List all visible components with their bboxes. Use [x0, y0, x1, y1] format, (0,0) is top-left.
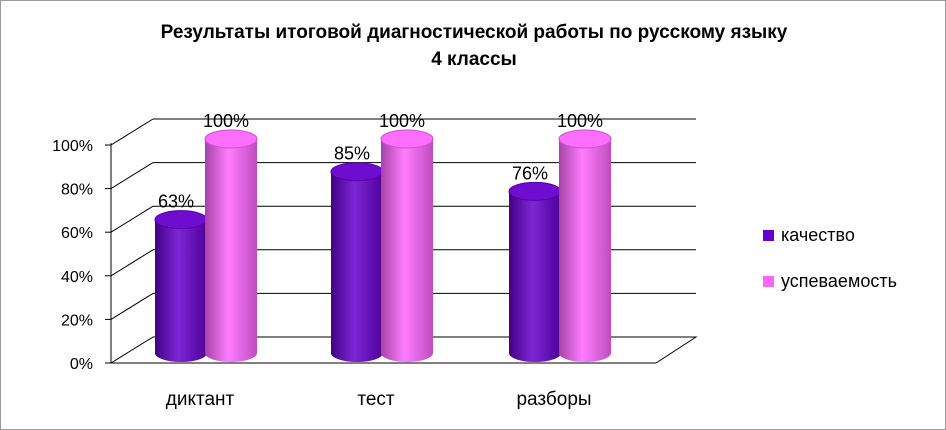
legend-label-quality: качество: [781, 224, 855, 245]
bar-top-progress-1: [380, 129, 434, 149]
legend-item-quality: качество: [763, 223, 897, 247]
chart-title-line-1: Результаты итоговой диагностической рабо…: [160, 22, 788, 43]
data-label-quality-2: 76%: [512, 163, 548, 183]
legend-item-progress: успеваемость: [763, 269, 897, 293]
legend-swatch-quality: [763, 229, 774, 241]
y-tick-label-1: 20%: [61, 312, 93, 329]
bar-progress-2: [559, 139, 611, 362]
grid-diagonal-5: [110, 118, 154, 146]
data-label-progress-1: 100%: [379, 111, 425, 131]
data-label-quality-0: 63%: [158, 192, 194, 212]
chart-title: Результаты итоговой диагностической рабо…: [1, 19, 945, 73]
data-label-quality-1: 85%: [334, 144, 370, 164]
bar-progress-1: [381, 139, 433, 362]
bar-top-progress-2: [558, 129, 612, 149]
bar-quality-0: [155, 219, 207, 362]
grid-diagonal-3: [110, 205, 154, 233]
y-tick-label-3: 60%: [61, 225, 93, 242]
bar-progress-0: [205, 139, 257, 362]
data-label-progress-0: 100%: [203, 111, 249, 131]
category-label-1: тест: [357, 389, 395, 410]
bar-quality-1: [331, 171, 383, 362]
y-tick-label-2: 40%: [61, 269, 93, 286]
y-tick-label-4: 80%: [61, 182, 93, 199]
bar-top-quality-2: [508, 181, 562, 201]
data-label-progress-2: 100%: [557, 111, 603, 131]
grid-diagonal-4: [110, 162, 154, 190]
bar-top-quality-0: [154, 210, 208, 230]
chart-title-line-2: 4 классы: [431, 49, 517, 70]
category-label-0: диктант: [166, 389, 235, 410]
bar-quality-2: [509, 191, 561, 362]
bar-top-progress-0: [204, 129, 258, 149]
grid-diagonal-2: [110, 249, 154, 277]
chart-legend: качество успеваемость: [763, 223, 897, 315]
y-tick-label-5: 100%: [52, 138, 93, 155]
grid-diagonal-1: [110, 292, 154, 320]
category-label-2: разборы: [516, 389, 591, 410]
y-tick-label-0: 0%: [70, 356, 93, 373]
legend-label-progress: успеваемость: [781, 270, 897, 291]
legend-swatch-progress: [763, 275, 774, 287]
bar-top-quality-1: [330, 162, 384, 182]
